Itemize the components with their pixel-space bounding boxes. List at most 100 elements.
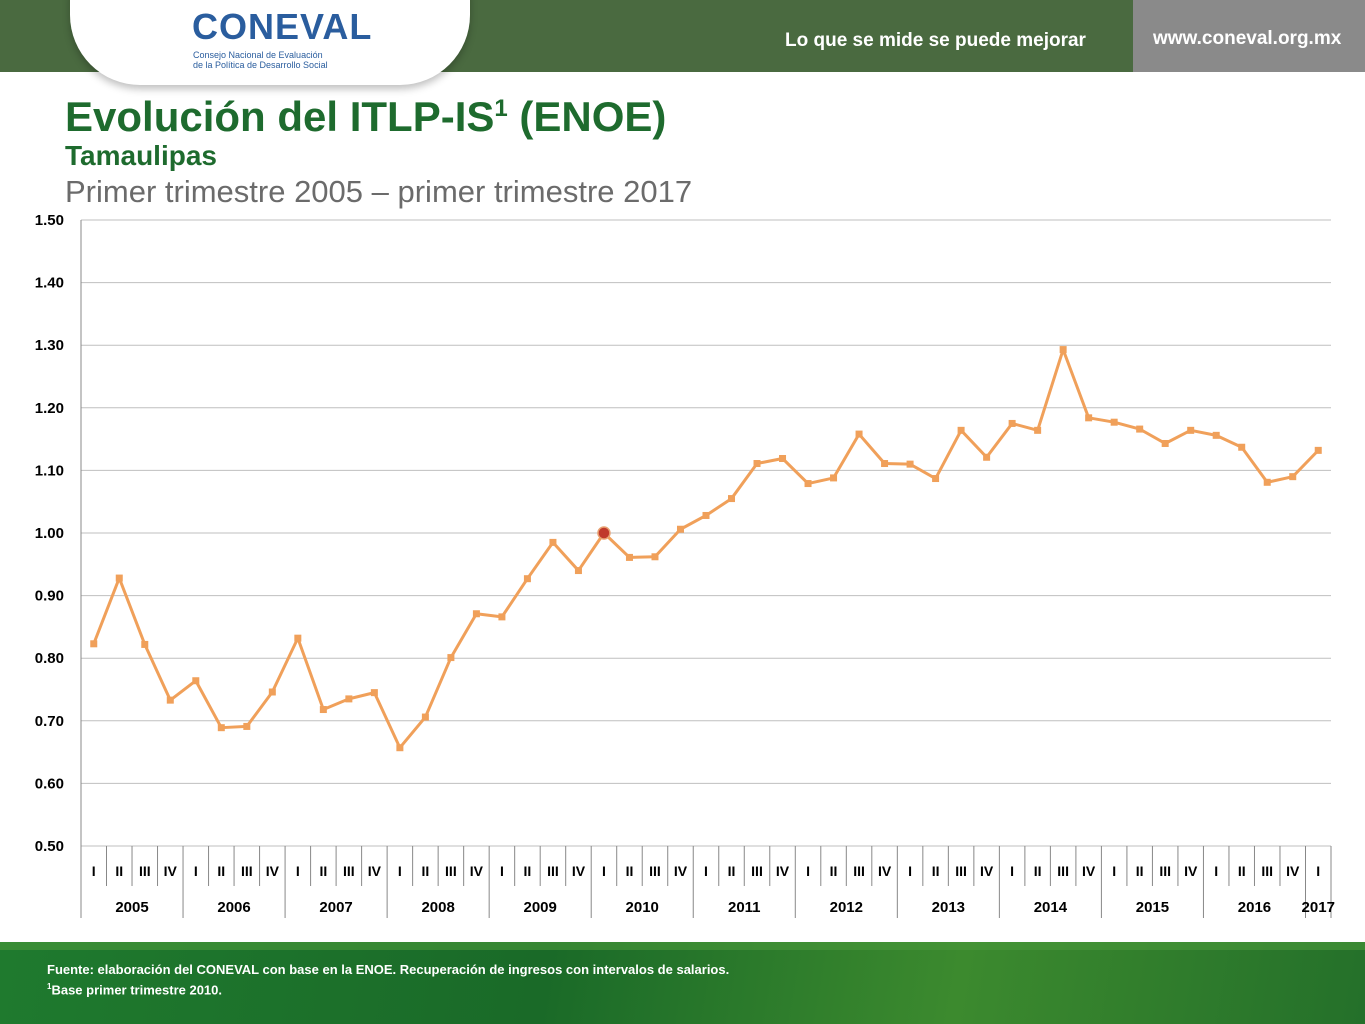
x-quarter-label: IV [368,863,382,879]
x-quarter-label: III [1261,863,1273,879]
x-quarter-label: III [241,863,253,879]
x-quarter-label: II [728,863,736,879]
x-year-label: 2008 [421,899,454,916]
x-year-label: 2010 [626,899,659,916]
data-point [1136,425,1144,433]
title-suffix: (ENOE) [507,93,667,140]
data-point [957,426,965,434]
logo-tab [70,0,470,85]
data-point [217,724,225,732]
coneval-logo: CONEVAL [192,6,372,48]
y-axis: 0.50 0.60 0.70 0.80 0.90 1.00 1.10 1.20 1.30 1.40… [35,212,82,855]
x-year-label: 2011 [728,899,761,916]
x-quarter-label: I [296,863,300,879]
x-quarter-label: II [626,863,634,879]
x-quarter-label: I [1010,863,1014,879]
data-point [804,480,812,488]
x-quarter-label: I [1316,863,1320,879]
y-tick-label: 1.40 [35,275,64,292]
data-point [1314,446,1322,454]
logo-word: CONEVAL [192,6,373,47]
x-quarter-label: II [524,863,532,879]
x-quarter-label: I [806,863,810,879]
source-note: Fuente: elaboración del CONEVAL con base… [47,962,730,977]
url-box [1133,0,1365,72]
x-quarter-label: IV [776,863,790,879]
logo-line-1: Consejo Nacional de Evaluación [193,50,323,60]
data-point [1238,443,1246,451]
x-year-label: 2016 [1238,899,1271,916]
data-point [1085,414,1093,422]
data-point [906,460,914,468]
footer-bar [0,942,1365,1024]
page-subtitle: Tamaulipas [65,140,217,171]
x-year-label: 2005 [115,899,148,916]
y-tick-label: 1.50 [35,212,64,229]
note-footnote-mark: 1 [47,982,52,991]
chart-grid [81,219,1331,847]
x-year-label: 2012 [830,899,863,916]
data-point [498,613,506,621]
x-year-label: 2017 [1302,899,1335,916]
y-tick-label: 0.80 [35,650,64,667]
x-quarter-label: IV [1184,863,1198,879]
data-point [447,654,455,662]
x-year-label: 2014 [1034,899,1068,916]
data-point [370,689,378,697]
base-note: 1Base primer trimestre 2010. [47,982,222,997]
website-url[interactable]: www.coneval.org.mx [1153,28,1342,49]
x-quarter-label: III [343,863,355,879]
x-quarter-label: III [445,863,457,879]
data-point [702,511,710,519]
data-point [855,430,863,438]
data-point [141,640,149,648]
x-quarter-label: I [398,863,402,879]
x-quarter-label: II [1136,863,1144,879]
data-point [192,677,200,685]
data-point [1110,418,1118,426]
x-quarter-label: III [853,863,865,879]
x-quarter-label: II [1034,863,1042,879]
note-text: Base primer trimestre 2010. [51,982,222,998]
x-year-label: 2007 [319,899,352,916]
series-line [92,348,1320,750]
data-point [472,610,480,618]
data-point [319,706,327,714]
data-point [830,474,838,482]
x-quarter-label: I [194,863,198,879]
x-year-label: 2015 [1136,899,1169,916]
x-quarter-label: IV [164,863,178,879]
data-point [90,640,98,648]
data-point [676,525,684,533]
x-quarter-label: IV [572,863,586,879]
data-point [728,495,736,503]
data-point [1187,426,1195,434]
x-quarter-label: IV [1286,863,1300,879]
data-point [932,475,940,483]
x-quarter-label: I [602,863,606,879]
x-quarter-label: I [500,863,504,879]
x-quarter-label: III [955,863,967,879]
data-point [983,453,991,461]
chart-series [90,346,1322,752]
title-footnote-mark: 1 [494,95,508,122]
y-tick-label: 1.00 [35,525,64,542]
slogan: Lo que se mide se puede mejorar [785,30,1086,51]
data-point [574,567,582,575]
x-year-label: 2013 [932,899,965,916]
x-quarter-label: II [217,863,225,879]
period-label: Primer trimestre 2005 – primer trimestre… [65,174,693,209]
logo-subtitle: Consejo Nacional de Evaluación de la Pol… [193,50,328,70]
footer-stripe [0,942,1365,950]
x-quarter-label: I [1112,863,1116,879]
data-point [294,634,302,642]
x-quarter-label: IV [266,863,280,879]
data-point [753,460,761,468]
x-quarter-label: II [421,863,429,879]
data-point [1212,431,1220,439]
data-point [243,722,251,730]
x-quarter-label: I [92,863,96,879]
data-point [1008,419,1016,427]
data-point [115,574,123,582]
data-point [166,696,174,704]
